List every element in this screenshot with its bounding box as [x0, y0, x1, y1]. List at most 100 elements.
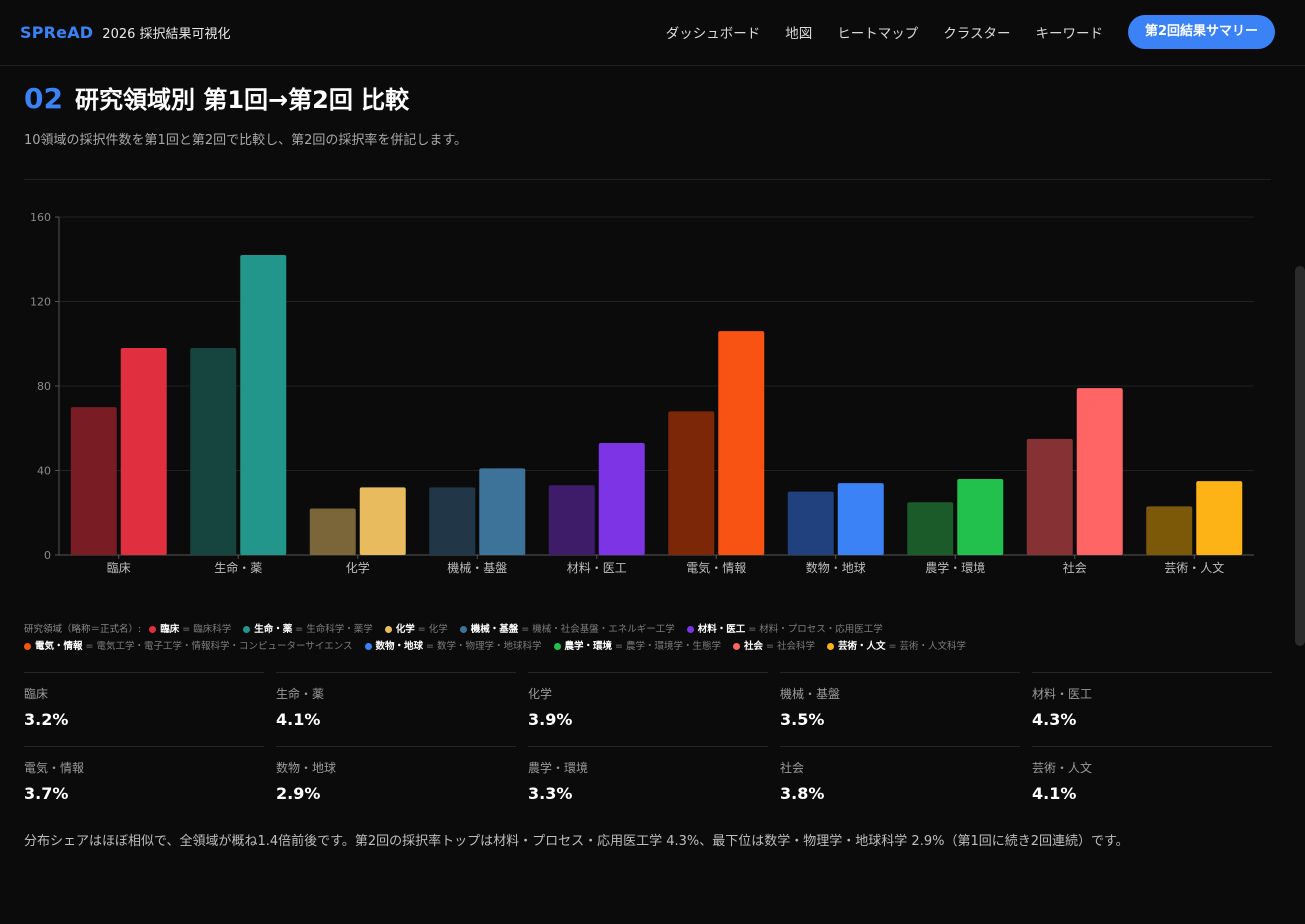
bar-round1 — [1026, 438, 1073, 555]
legend-abbr: 数物・地球 — [375, 641, 424, 652]
bar-round2 — [837, 483, 884, 555]
legend-dot-icon — [384, 626, 392, 633]
bar-round2 — [120, 347, 167, 555]
stat-card: 電気・情報 3.7% — [24, 746, 264, 820]
nav-dashboard[interactable]: ダッシュボード — [665, 26, 761, 42]
stat-label: 数物・地球 — [276, 761, 337, 775]
y-tick-label: 160 — [30, 211, 51, 224]
stat-card: 材料・医工 4.3% — [1032, 672, 1272, 746]
stat-value: 4.3% — [1032, 710, 1077, 729]
bar-round1 — [787, 491, 834, 555]
stat-card: 臨床 3.2% — [24, 672, 264, 746]
stat-value: 4.1% — [276, 710, 321, 729]
legend-item: 材料・医工 = 材料・プロセス・応用医工学 — [686, 621, 883, 638]
legend-dot-icon — [149, 626, 157, 633]
stat-label: 社会 — [780, 761, 805, 775]
x-tick-label: 社会 — [1063, 560, 1087, 575]
legend-full-name: = 材料・プロセス・応用医工学 — [748, 624, 883, 635]
legend-abbr: 芸術・人文 — [838, 641, 886, 652]
bar-round2 — [479, 468, 526, 555]
y-tick-label: 0 — [44, 549, 51, 562]
bar-round2 — [1196, 481, 1243, 555]
legend-abbr: 社会 — [744, 641, 764, 652]
round2-summary-button[interactable]: 第2回結果サマリー — [1127, 15, 1275, 49]
stat-label: 材料・医工 — [1032, 687, 1093, 701]
stat-card: 農学・環境 3.3% — [528, 746, 768, 820]
x-tick-label: 農学・環境 — [925, 560, 985, 575]
nav-keyword[interactable]: キーワード — [1035, 26, 1103, 42]
legend-row: 研究領域（略称＝正式名）: 臨床 = 臨床科学 生命・薬 = 生命科学・薬学 化学 = 化… — [24, 621, 1284, 638]
bar-round2 — [1076, 388, 1123, 555]
legend-item: 機械・基盤 = 機械・社会基盤・エネルギー工学 — [459, 621, 675, 638]
x-tick-label: 芸術・人文 — [1164, 560, 1224, 575]
stat-value: 3.3% — [528, 784, 573, 803]
legend-dot-icon — [733, 643, 741, 650]
section-heading: 02 研究領域別 第1回→第2回 比較 — [24, 80, 409, 115]
legend-dot-icon — [686, 626, 694, 633]
bar-round2 — [240, 255, 287, 555]
bar-round2 — [598, 443, 645, 555]
divider — [24, 179, 1271, 180]
nav-heatmap[interactable]: ヒートマップ — [837, 26, 919, 42]
legend-full-name: = 電気工学・電子工学・情報科学・コンピューターサイエンス — [85, 641, 353, 652]
main-nav: ダッシュボード 地図 ヒートマップ クラスター キーワード 第2回結果サマリー — [666, 15, 1275, 49]
legend-abbr: 農学・環境 — [564, 641, 613, 652]
summary-text: 分布シェアはほぼ相似で、全領域が概ね1.4倍前後です。第2回の採択率トップは材料… — [24, 834, 1129, 849]
x-tick-label: 電気・情報 — [686, 560, 746, 575]
bar-round1 — [1146, 506, 1193, 555]
x-tick-label: 数物・地球 — [806, 560, 866, 575]
y-tick-label: 80 — [37, 380, 51, 393]
chart-legend: 研究領域（略称＝正式名）: 臨床 = 臨床科学 生命・薬 = 生命科学・薬学 化学 = 化… — [24, 621, 1284, 655]
bar-round2 — [718, 331, 765, 555]
legend-abbr: 電気・情報 — [35, 641, 83, 652]
bar-chart-svg: 0 40 80 120 160 臨床 生命・薬 化学 機械・基盤 材料・医工 電気・情報 数物・地球 農… — [30, 211, 1254, 575]
legend-full-name: = 数学・物理学・地球科学 — [426, 641, 542, 652]
stat-value: 3.2% — [24, 710, 69, 729]
y-tick-label: 40 — [37, 465, 51, 478]
legend-dot-icon — [459, 626, 467, 633]
x-tick-label: 機械・基盤 — [447, 560, 507, 575]
stat-label: 農学・環境 — [528, 761, 589, 775]
bar-round2 — [359, 487, 406, 555]
stat-card: 機械・基盤 3.5% — [780, 672, 1020, 746]
stat-card: 生命・薬 4.1% — [276, 672, 516, 746]
legend-item: 生命・薬 = 生命科学・薬学 — [243, 621, 373, 638]
legend-full-name: = 臨床科学 — [182, 624, 232, 635]
nav-map[interactable]: 地図 — [785, 26, 813, 42]
legend-dot-icon — [827, 643, 835, 650]
top-navigation-bar: SPReAD 2026 採択結果可視化 ダッシュボード 地図 ヒートマップ クラ… — [0, 0, 1305, 66]
legend-item: 社会 = 社会科学 — [733, 638, 815, 655]
legend-item: 臨床 = 臨床科学 — [149, 621, 231, 638]
acceptance-rate-grid: 臨床 3.2% 生命・薬 4.1% 化学 3.9% 機械・基盤 3.5% 材料・医工 4.3% 電気… — [24, 672, 1272, 820]
legend-full-name: = 生命科学・薬学 — [295, 624, 373, 635]
bar-round1 — [429, 487, 476, 555]
legend-item: 数物・地球 = 数学・物理学・地球科学 — [364, 638, 542, 655]
bar-round1 — [70, 407, 117, 555]
stat-value: 3.5% — [780, 710, 825, 729]
legend-dot-icon — [243, 626, 251, 633]
legend-full-name: = 芸術・人文科学 — [888, 641, 967, 652]
legend-item: 電気・情報 = 電気工学・電子工学・情報科学・コンピューターサイエンス — [24, 638, 353, 655]
brand-logo[interactable]: SPReAD — [20, 23, 94, 42]
brand[interactable]: SPReAD 2026 採択結果可視化 — [20, 23, 231, 42]
legend-abbr: 化学 — [395, 624, 415, 635]
bar-round1 — [668, 411, 715, 555]
stat-card: 芸術・人文 4.1% — [1032, 746, 1272, 820]
bar-round1 — [309, 508, 356, 555]
bar-round2 — [957, 478, 1004, 555]
y-tick-label: 120 — [30, 296, 51, 309]
section-title: 研究領域別 第1回→第2回 比較 — [74, 86, 410, 114]
legend-full-name: = 社会科学 — [766, 641, 816, 652]
legend-item: 芸術・人文 = 芸術・人文科学 — [827, 638, 966, 655]
x-tick-label: 臨床 — [107, 561, 131, 575]
scrollbar-thumb[interactable] — [1295, 266, 1305, 646]
brand-subtitle: 2026 採択結果可視化 — [102, 27, 231, 42]
legend-full-name: = 機械・社会基盤・エネルギー工学 — [521, 624, 675, 635]
nav-cluster[interactable]: クラスター — [943, 26, 1011, 42]
stat-value: 4.1% — [1032, 784, 1077, 803]
stat-card: 化学 3.9% — [528, 672, 768, 746]
section-description: 10領域の採択件数を第1回と第2回で比較し、第2回の採択率を併記します。 — [24, 133, 468, 148]
legend-row: 電気・情報 = 電気工学・電子工学・情報科学・コンピューターサイエンス 数物・地球 =… — [24, 638, 1284, 655]
bar-round1 — [548, 485, 595, 555]
x-tick-label: 化学 — [346, 560, 370, 575]
